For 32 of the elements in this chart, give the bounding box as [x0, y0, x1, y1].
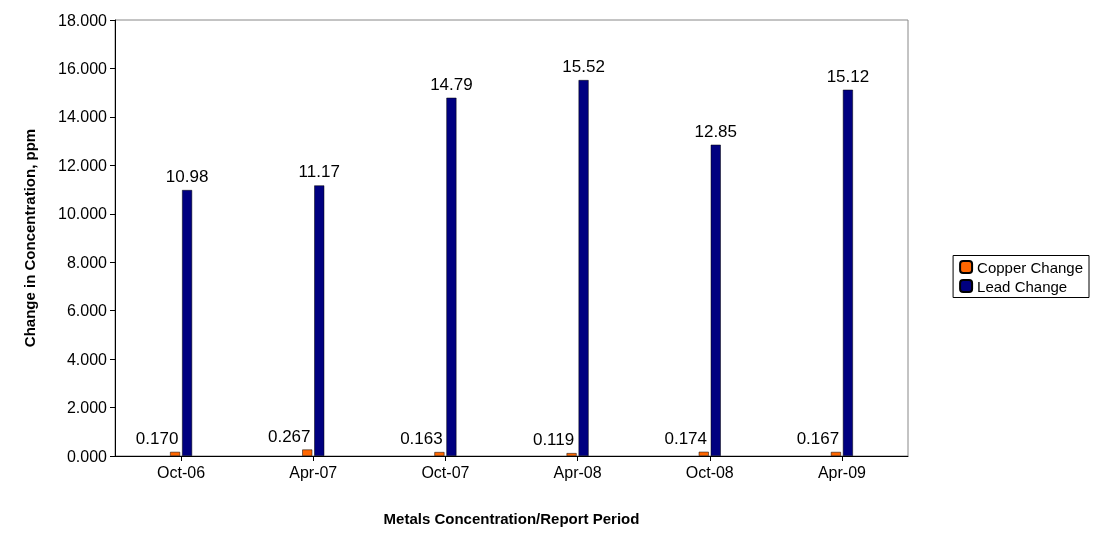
legend-label: Lead Change — [977, 277, 1068, 295]
y-tick-label: 16.000 — [58, 59, 108, 77]
data-label: 12.85 — [694, 121, 738, 141]
x-tick-label: Apr-08 — [553, 463, 602, 481]
data-label: 0.267 — [267, 426, 311, 446]
x-tick-label: Oct-08 — [685, 463, 734, 481]
x-tick-label: Oct-06 — [157, 463, 206, 481]
y-tick-label: 0.000 — [66, 447, 108, 465]
y-tick-label: 10.000 — [58, 205, 108, 223]
x-tick-label: Apr-07 — [289, 463, 338, 481]
data-label: 11.17 — [298, 162, 340, 182]
legend-label: Copper Change — [977, 258, 1084, 276]
y-tick-label: 4.000 — [66, 350, 108, 368]
data-label: 14.79 — [430, 74, 473, 94]
data-label: 0.119 — [532, 430, 575, 450]
data-label: 0.163 — [400, 429, 443, 449]
y-tick-label: 14.000 — [58, 108, 108, 126]
y-tick-label: 18.000 — [58, 11, 108, 29]
data-label: 0.170 — [135, 428, 179, 448]
data-label: 15.52 — [562, 57, 605, 77]
x-tick-label: Apr-09 — [817, 463, 867, 481]
x-axis-title: Metals Concentration/Report Period — [383, 510, 640, 527]
x-tick-label: Oct-07 — [421, 463, 470, 481]
y-tick-label: 6.000 — [66, 302, 108, 320]
data-label: 15.12 — [826, 66, 870, 86]
data-label: 0.174 — [664, 428, 708, 448]
data-label: 10.98 — [165, 167, 209, 187]
y-tick-label: 2.000 — [66, 399, 108, 417]
y-tick-label: 12.000 — [58, 156, 108, 174]
y-axis-title: Change in Concentration, ppm — [21, 128, 38, 348]
data-label: 0.167 — [796, 428, 840, 448]
y-tick-label: 8.000 — [66, 253, 108, 271]
